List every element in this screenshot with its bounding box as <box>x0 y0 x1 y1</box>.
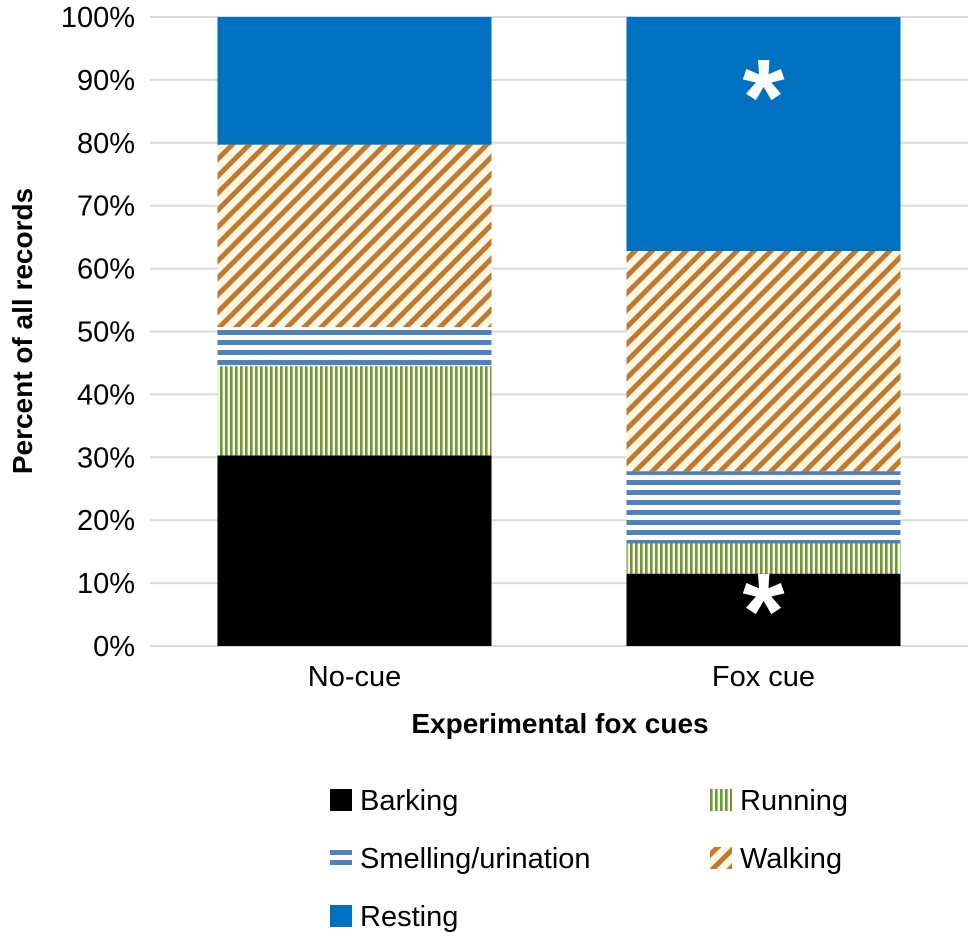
bars <box>217 17 901 646</box>
significance-marker: * <box>742 550 784 671</box>
legend-label-barking: Barking <box>360 785 458 817</box>
x-axis-title: Experimental fox cues <box>411 708 708 739</box>
y-tick-label: 0% <box>93 631 135 663</box>
y-tick-label: 30% <box>77 442 135 474</box>
y-axis-ticks: 0% 10% 20% 30% 40% 50% 60% 70% 80% 90% 100% <box>61 2 135 663</box>
y-tick-label: 90% <box>77 65 135 97</box>
legend-swatch-smelling-urination <box>330 847 352 869</box>
y-tick-label: 20% <box>77 505 135 537</box>
legend-swatch-running <box>710 789 732 811</box>
bar-segment-running-no-cue <box>217 366 492 456</box>
legend-swatch-walking <box>710 847 732 869</box>
legend: Barking Running Smelling/urination Walking R… <box>330 785 848 933</box>
y-axis-title: Percent of all records <box>7 188 38 474</box>
bar-segment-walking-no-cue <box>217 144 492 328</box>
y-tick-label: 50% <box>77 317 135 349</box>
y-tick-label: 10% <box>77 568 135 600</box>
legend-label-resting: Resting <box>360 901 458 933</box>
y-tick-label: 100% <box>61 2 135 34</box>
bar-segment-walking-fox-cue <box>626 250 901 472</box>
y-tick-label: 40% <box>77 379 135 411</box>
x-tick-label: No-cue <box>308 661 402 693</box>
annotations: ** <box>742 36 784 671</box>
bar-segment-smelling-urination-fox-cue <box>626 471 901 544</box>
legend-swatch-barking <box>330 789 352 811</box>
bar-segment-resting-fox-cue <box>626 17 901 251</box>
x-tick-label: Fox cue <box>712 661 815 693</box>
bar-segment-running-fox-cue <box>626 543 901 574</box>
significance-marker: * <box>742 36 784 157</box>
bar-segment-barking-fox-cue <box>626 573 901 646</box>
y-tick-label: 70% <box>77 191 135 223</box>
x-axis-ticks: No-cue Fox cue <box>308 661 815 693</box>
legend-swatch-resting <box>330 905 352 927</box>
y-tick-label: 80% <box>77 128 135 160</box>
legend-label-walking: Walking <box>740 843 842 875</box>
y-tick-label: 60% <box>77 254 135 286</box>
legend-label-running: Running <box>740 785 848 817</box>
bar-segment-resting-no-cue <box>217 17 492 145</box>
bar-segment-barking-no-cue <box>217 455 492 646</box>
legend-label-smelling-urination: Smelling/urination <box>360 843 591 875</box>
bar-segment-smelling-urination-no-cue <box>217 327 492 367</box>
